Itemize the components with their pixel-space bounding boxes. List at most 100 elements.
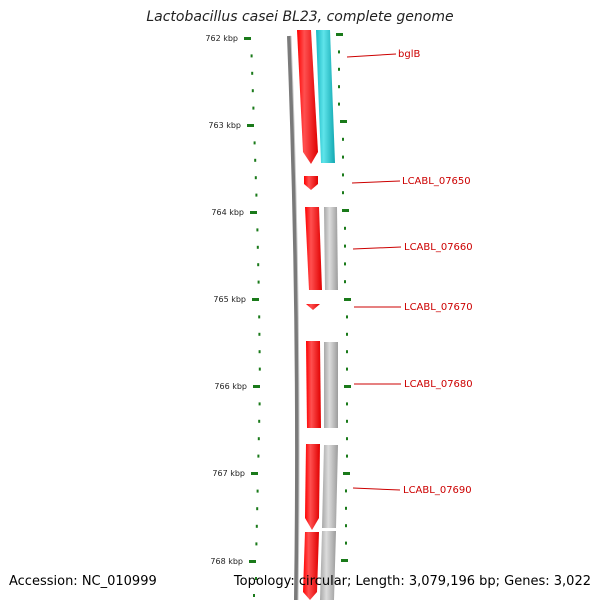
ruler-major-tick: [251, 472, 258, 475]
gene-label: LCABL_07680: [404, 379, 473, 390]
ruler-minor-tick: [256, 489, 259, 493]
ruler-minor-tick: [258, 332, 261, 336]
ruler-tick-label: 762 kbp: [205, 34, 238, 43]
ruler-minor-tick: [257, 263, 260, 267]
ruler-major-tick: [244, 37, 251, 40]
gene-label-leader: [352, 487, 401, 491]
ruler-minor-tick: [256, 507, 259, 511]
gene-label-leader: [351, 180, 401, 184]
gene-label: LCABL_07660: [404, 242, 473, 253]
right-major-tick: [341, 559, 348, 562]
right-major-tick: [344, 298, 351, 301]
right-minor-tick: [344, 280, 346, 284]
ruler-minor-tick: [254, 158, 257, 162]
right-minor-tick: [346, 402, 348, 406]
right-minor-tick: [344, 244, 346, 248]
ruler-minor-tick: [258, 315, 261, 319]
cds-feature-LCABL_07690: [305, 444, 320, 530]
ruler-tick-label: 765 kbp: [213, 295, 246, 304]
ruler-minor-tick: [255, 542, 258, 546]
genome-summary-text: Topology: circular; Length: 3,079,196 bp…: [233, 574, 591, 589]
ruler-minor-tick: [256, 228, 259, 232]
ruler-minor-tick: [252, 106, 255, 110]
right-minor-tick: [338, 102, 340, 106]
ruler-minor-tick: [258, 350, 261, 354]
right-major-tick: [340, 120, 347, 123]
right-minor-tick: [346, 437, 348, 441]
ruler-minor-tick: [253, 141, 256, 145]
ruler-tick-label: 766 kbp: [214, 382, 247, 391]
ruler-minor-tick: [251, 89, 254, 93]
right-minor-tick: [342, 155, 344, 159]
ruler-tick-label: 768 kbp: [210, 557, 243, 566]
right-major-tick: [344, 385, 351, 388]
right-minor-tick: [345, 506, 347, 510]
gene-label-leader: [352, 246, 402, 250]
right-minor-tick: [345, 489, 347, 493]
cds-feature-LCABL_07650: [304, 176, 318, 190]
ruler-tick-label: 763 kbp: [208, 121, 241, 130]
cds-feature-LCABL_07670: [306, 304, 320, 310]
right-minor-tick: [346, 367, 348, 371]
gene-labels: bglB LCABL_07650 LCABL_07660 LCABL_07670 LCA…: [346, 49, 473, 496]
ruler-tick-label: 764 kbp: [211, 208, 244, 217]
right-major-tick: [343, 472, 350, 475]
right-minor-tick: [346, 332, 348, 336]
right-minor-tick: [342, 173, 344, 177]
gene-label-leader: [346, 53, 397, 58]
gene-label: LCABL_07670: [404, 302, 473, 313]
ruler-major-tick: [250, 211, 257, 214]
genome-backbone-highlight: [290, 35, 300, 600]
ruler-minor-tick: [257, 280, 260, 284]
cds-feature-LCABL_07660: [305, 207, 322, 290]
right-minor-tick: [346, 419, 348, 423]
ruler-minor-tick: [255, 524, 258, 528]
homolog-block-gray: [322, 445, 338, 528]
right-minor-tick: [346, 350, 348, 354]
ruler-tick-label: 767 kbp: [212, 469, 245, 478]
position-ruler: 762 kbp 763 kbp 764 kbp 765 kbp 766 kbp 767 k…: [205, 33, 351, 597]
ruler-minor-tick: [255, 577, 257, 580]
cds-feature-bglB: [297, 30, 318, 164]
right-minor-tick: [338, 50, 340, 54]
ruler-minor-tick: [255, 193, 258, 197]
right-minor-tick: [338, 85, 340, 89]
ruler-major-tick: [252, 298, 259, 301]
cds-feature-next: [303, 532, 319, 600]
homolog-block-gray: [320, 531, 336, 600]
ruler-major-tick: [253, 385, 260, 388]
map-title: Lactobacillus casei BL23, complete genom…: [146, 9, 454, 25]
ruler-major-tick: [247, 124, 254, 127]
gene-label: LCABL_07690: [403, 485, 472, 496]
ruler-minor-tick: [253, 594, 255, 597]
ruler-minor-tick: [258, 367, 261, 371]
ruler-minor-tick: [256, 245, 259, 249]
right-major-tick: [336, 33, 343, 36]
right-minor-tick: [342, 191, 344, 195]
ruler-minor-tick: [250, 54, 253, 58]
gene-label: LCABL_07650: [402, 176, 471, 187]
ruler-minor-tick: [258, 402, 261, 406]
gene-label: bglB: [398, 49, 420, 60]
right-minor-tick: [338, 67, 340, 71]
homolog-block-gray: [324, 207, 338, 290]
right-minor-tick: [346, 454, 348, 458]
accession-text: Accession: NC_010999: [9, 574, 157, 589]
genome-backbone: [287, 35, 300, 600]
cds-feature-LCABL_07680: [306, 341, 321, 428]
ruler-minor-tick: [257, 454, 260, 458]
right-minor-tick: [345, 541, 347, 545]
ruler-minor-tick: [251, 71, 254, 75]
homolog-block-blue: [316, 30, 335, 163]
right-minor-tick: [345, 524, 347, 528]
right-major-tick: [342, 209, 349, 212]
right-minor-tick: [344, 226, 346, 230]
homolog-block-gray: [324, 342, 338, 428]
right-minor-tick: [344, 262, 346, 266]
right-minor-tick: [342, 137, 344, 141]
right-minor-tick: [346, 315, 348, 319]
ruler-major-tick: [249, 560, 256, 563]
ruler-minor-tick: [257, 437, 260, 441]
ruler-minor-tick: [258, 419, 261, 423]
